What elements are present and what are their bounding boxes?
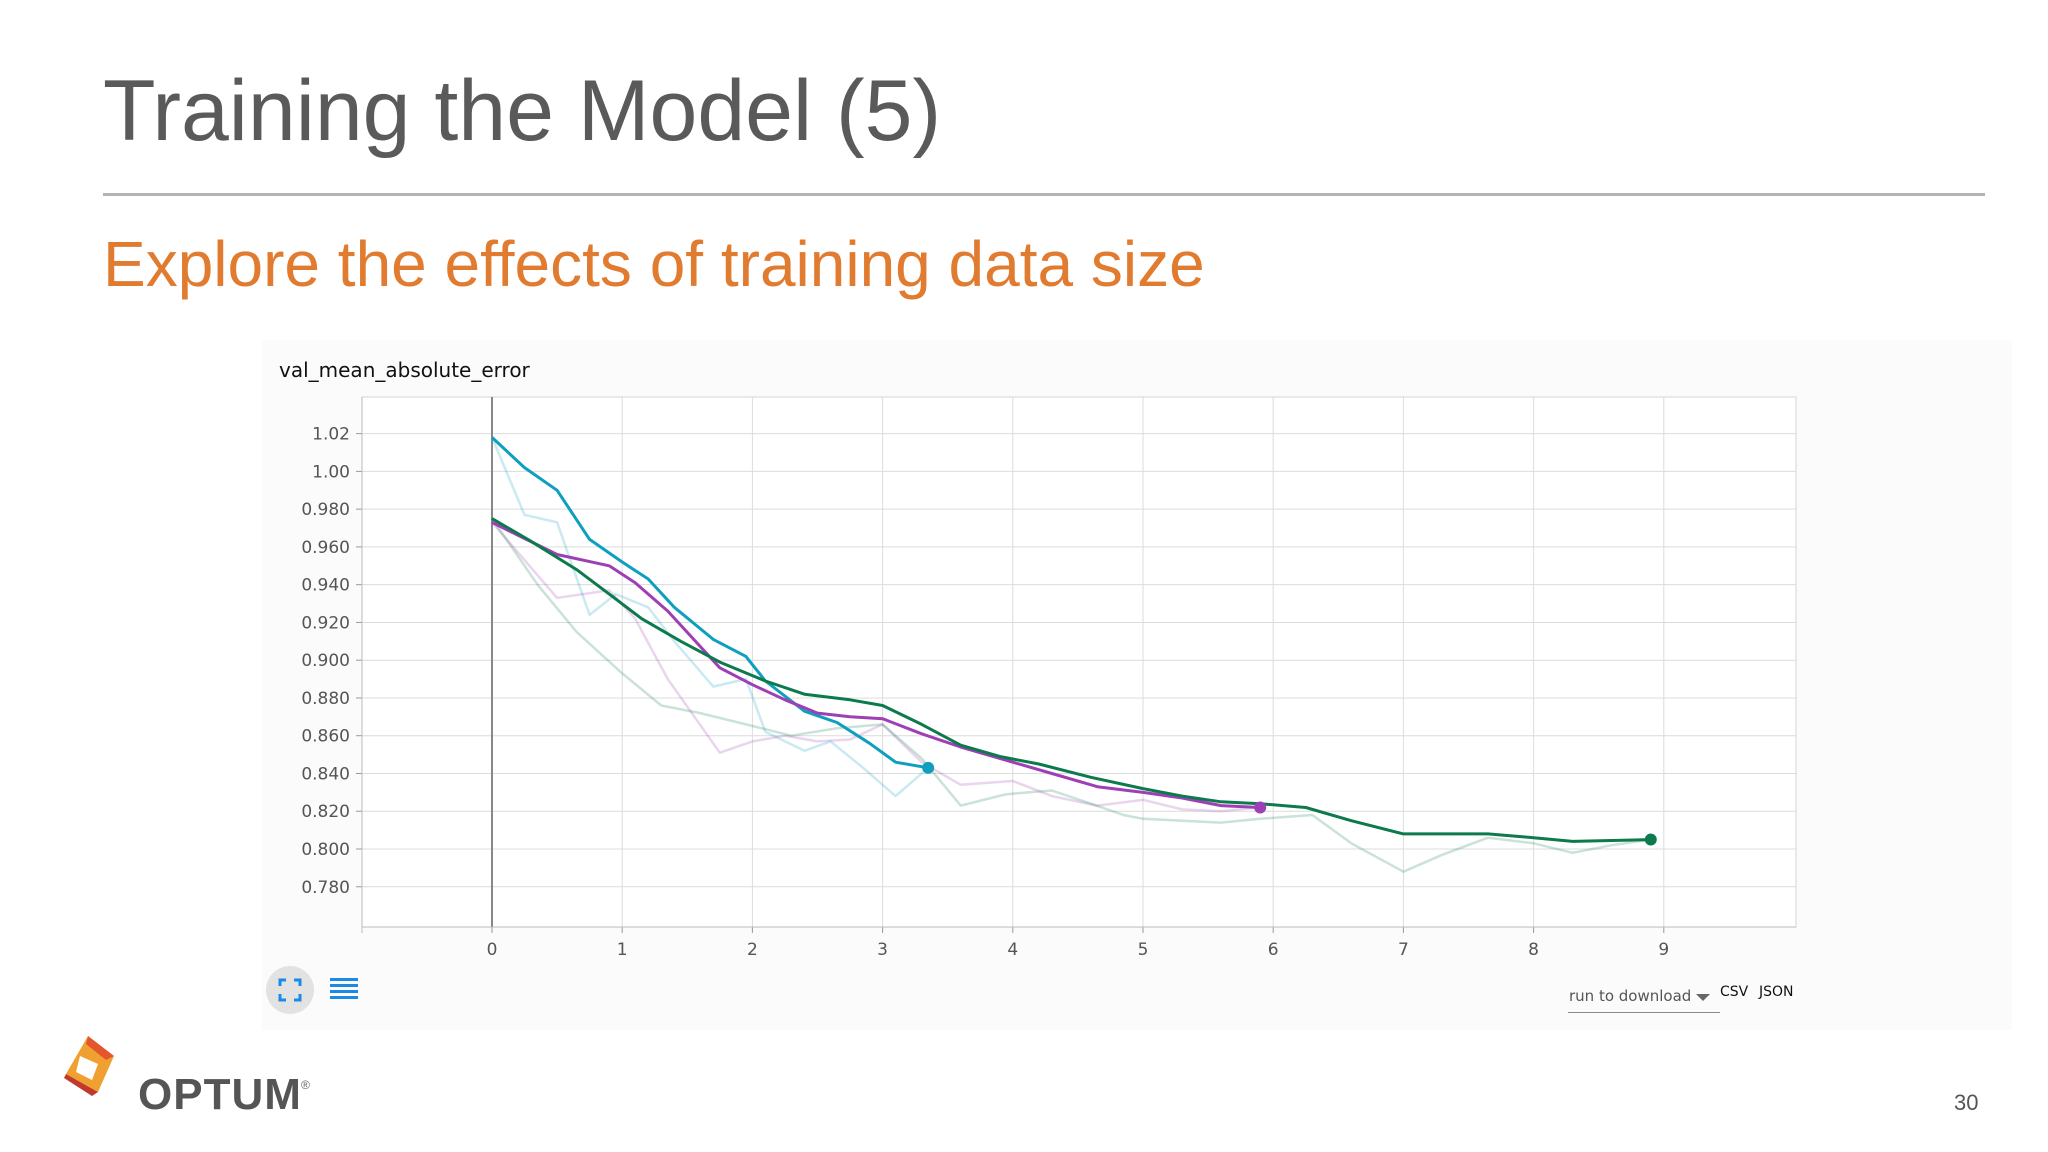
chart-title: val_mean_absolute_error [279,358,530,382]
optum-logo-icon [64,1036,114,1096]
series-raw-line-2 [491,521,1261,813]
toggle-lines-icon [330,978,358,999]
y-tick-label: 0.820 [301,802,350,822]
fit-domain-button[interactable] [266,966,314,1014]
run-select-label: run to download [1569,987,1692,1005]
x-tick-label: 2 [747,940,758,960]
smoothed-series-lines [490,436,1651,843]
series-end-marker-1 [922,761,935,774]
grid [361,396,1797,928]
x-tick-label: 7 [1398,940,1409,960]
registered-mark: ® [301,1078,310,1092]
chevron-down-icon [1696,994,1710,1001]
y-tick-label: 0.980 [301,500,350,520]
y-tick-label: 0.840 [301,764,350,784]
x-tick-label: 8 [1528,940,1539,960]
x-tick-label: 1 [617,940,628,960]
series-end-markers [922,761,1657,846]
series-line-3 [491,517,1651,843]
series-line-1 [490,436,929,770]
plot-area [361,396,1797,928]
axes [356,397,1796,933]
title-rule [103,193,1985,196]
y-tick-label: 0.860 [301,727,350,747]
brand-wordmark: OPTUM [138,1070,302,1119]
x-tick-label: 0 [487,940,498,960]
download-csv-link[interactable]: CSV [1720,984,1749,1000]
x-tick-label: 4 [1007,940,1018,960]
y-tick-label: 0.960 [301,538,350,558]
y-tick-label: 0.900 [301,651,350,671]
y-tick-label: 0.940 [301,576,350,596]
tick-labels: 0.780 0.800 0.820 0.840 0.860 0.880 0.900 0.920… [301,425,1669,960]
series-line-2 [491,521,1261,809]
raw-series-lines [490,436,1651,873]
fit-to-screen-icon [278,978,302,1002]
series-raw-line-3 [490,517,1651,873]
y-tick-label: 0.920 [301,613,350,633]
series-raw-line-1 [490,436,930,798]
series-end-marker-3 [1644,833,1657,846]
page-number: 30 [1954,1090,1979,1115]
slide-subtitle: Explore the effects of training data siz… [103,228,1205,300]
x-tick-label: 3 [877,940,888,960]
download-json-link[interactable]: JSON [1759,984,1794,1000]
run-to-download-select[interactable]: run to download [1568,984,1720,1013]
x-tick-label: 9 [1658,940,1669,960]
y-tick-label: 1.02 [312,425,350,445]
y-tick-label: 0.780 [301,878,350,898]
y-tick-label: 0.800 [301,840,350,860]
series-end-marker-2 [1254,801,1267,814]
slide-title: Training the Model (5) [103,63,942,159]
x-tick-label: 5 [1138,940,1149,960]
toggle-lines-button[interactable] [320,966,368,1014]
y-tick-label: 0.880 [301,689,350,709]
x-tick-label: 6 [1268,940,1279,960]
y-tick-label: 1.00 [312,462,350,482]
